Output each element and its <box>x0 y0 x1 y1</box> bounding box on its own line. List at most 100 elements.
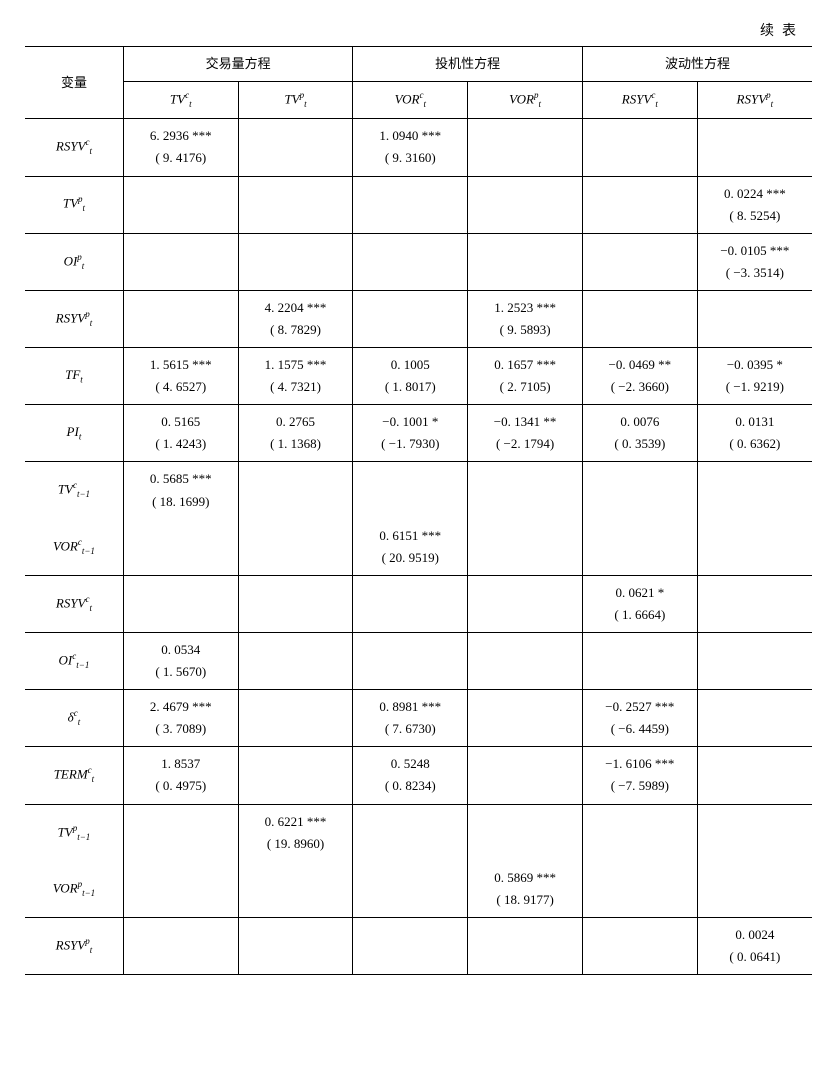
table-row: RSYVct 0. 0621 *( 1. 6664) <box>25 575 812 632</box>
cell: 0. 0024( 0. 0641) <box>697 917 812 974</box>
cell <box>123 176 238 233</box>
cell <box>238 462 353 519</box>
row-label: VORct−1 <box>25 519 123 576</box>
cell <box>582 176 697 233</box>
subheader: TVpt <box>238 82 353 119</box>
cell: −1. 6106 ***( −7. 5989) <box>582 747 697 804</box>
table-row: OIpt −0. 0105 ***( −3. 3514) <box>25 233 812 290</box>
cell: 0. 5869 ***( 18. 9177) <box>468 861 583 918</box>
cell <box>123 233 238 290</box>
row-label: RSYVpt <box>25 917 123 974</box>
cell <box>238 747 353 804</box>
cell <box>353 861 468 918</box>
cell: 0. 1005( 1. 8017) <box>353 348 468 405</box>
cell <box>468 917 583 974</box>
cell: 0. 2765( 1. 1368) <box>238 405 353 462</box>
table-row: TERMct 1. 8537( 0. 4975) 0. 5248( 0. 823… <box>25 747 812 804</box>
subheader: TVct <box>123 82 238 119</box>
cell <box>582 462 697 519</box>
cell <box>353 290 468 347</box>
cell: 0. 0131( 0. 6362) <box>697 405 812 462</box>
row-label: TVpt−1 <box>25 804 123 861</box>
table-row: TVpt−1 0. 6221 ***( 19. 8960) <box>25 804 812 861</box>
cell: 0. 6221 ***( 19. 8960) <box>238 804 353 861</box>
table-row: VORct−1 0. 6151 ***( 20. 9519) <box>25 519 812 576</box>
table-row: VORpt−1 0. 5869 ***( 18. 9177) <box>25 861 812 918</box>
results-table: 变量 交易量方程 投机性方程 波动性方程 TVct TVpt VORct VOR… <box>25 46 812 975</box>
cell <box>582 917 697 974</box>
cell <box>582 519 697 576</box>
cell <box>697 690 812 747</box>
cell <box>697 861 812 918</box>
cell: −0. 0395 *( −1. 9219) <box>697 348 812 405</box>
cell: 1. 2523 ***( 9. 5893) <box>468 290 583 347</box>
cell: 1. 5615 ***( 4. 6527) <box>123 348 238 405</box>
cell <box>123 917 238 974</box>
cell <box>582 633 697 690</box>
cell <box>238 917 353 974</box>
cell: 0. 8981 ***( 7. 6730) <box>353 690 468 747</box>
table-row: RSYVpt 0. 0024( 0. 0641) <box>25 917 812 974</box>
cell <box>697 633 812 690</box>
col-header-group3: 波动性方程 <box>582 47 812 82</box>
cell <box>238 519 353 576</box>
table-row: δct 2. 4679 ***( 3. 7089) 0. 8981 ***( 7… <box>25 690 812 747</box>
cell: 0. 6151 ***( 20. 9519) <box>353 519 468 576</box>
table-row: RSYVct 6. 2936 ***( 9. 4176) 1. 0940 ***… <box>25 119 812 176</box>
cell <box>238 575 353 632</box>
cell <box>468 462 583 519</box>
row-label: PIt <box>25 405 123 462</box>
row-label: TERMct <box>25 747 123 804</box>
cell <box>468 119 583 176</box>
row-label: OIct−1 <box>25 633 123 690</box>
cell: 2. 4679 ***( 3. 7089) <box>123 690 238 747</box>
cell <box>468 747 583 804</box>
cell <box>582 290 697 347</box>
cell <box>353 462 468 519</box>
cell: 6. 2936 ***( 9. 4176) <box>123 119 238 176</box>
table-row: TVct−1 0. 5685 ***( 18. 1699) <box>25 462 812 519</box>
table-body: RSYVct 6. 2936 ***( 9. 4176) 1. 0940 ***… <box>25 119 812 975</box>
cell: 4. 2204 ***( 8. 7829) <box>238 290 353 347</box>
subheader: RSYVpt <box>697 82 812 119</box>
row-label: RSYVct <box>25 119 123 176</box>
col-header-variable: 变量 <box>25 47 123 119</box>
continued-label: 续表 <box>25 20 812 40</box>
cell: −0. 1341 **( −2. 1794) <box>468 405 583 462</box>
cell <box>123 575 238 632</box>
cell: 0. 5165( 1. 4243) <box>123 405 238 462</box>
row-label: TVct−1 <box>25 462 123 519</box>
cell <box>468 519 583 576</box>
cell <box>697 575 812 632</box>
cell: −0. 2527 ***( −6. 4459) <box>582 690 697 747</box>
row-label: VORpt−1 <box>25 861 123 918</box>
table-row: PIt 0. 5165( 1. 4243) 0. 2765( 1. 1368) … <box>25 405 812 462</box>
cell <box>123 519 238 576</box>
table-row: TVpt 0. 0224 ***( 8. 5254) <box>25 176 812 233</box>
cell <box>238 861 353 918</box>
row-label: TFt <box>25 348 123 405</box>
cell: 1. 8537( 0. 4975) <box>123 747 238 804</box>
cell <box>353 917 468 974</box>
cell: 0. 0534( 1. 5670) <box>123 633 238 690</box>
cell <box>353 575 468 632</box>
row-label: RSYVpt <box>25 290 123 347</box>
cell <box>123 290 238 347</box>
cell <box>697 747 812 804</box>
cell <box>697 519 812 576</box>
row-label: RSYVct <box>25 575 123 632</box>
cell <box>468 804 583 861</box>
cell <box>697 290 812 347</box>
cell: 0. 0621 *( 1. 6664) <box>582 575 697 632</box>
cell <box>353 233 468 290</box>
cell: −0. 0469 **( −2. 3660) <box>582 348 697 405</box>
cell: 0. 5685 ***( 18. 1699) <box>123 462 238 519</box>
cell <box>238 690 353 747</box>
cell <box>353 804 468 861</box>
cell <box>582 804 697 861</box>
cell: 0. 1657 ***( 2. 7105) <box>468 348 583 405</box>
cell <box>468 575 583 632</box>
cell <box>238 233 353 290</box>
cell: 1. 1575 ***( 4. 7321) <box>238 348 353 405</box>
cell: −0. 0105 ***( −3. 3514) <box>697 233 812 290</box>
